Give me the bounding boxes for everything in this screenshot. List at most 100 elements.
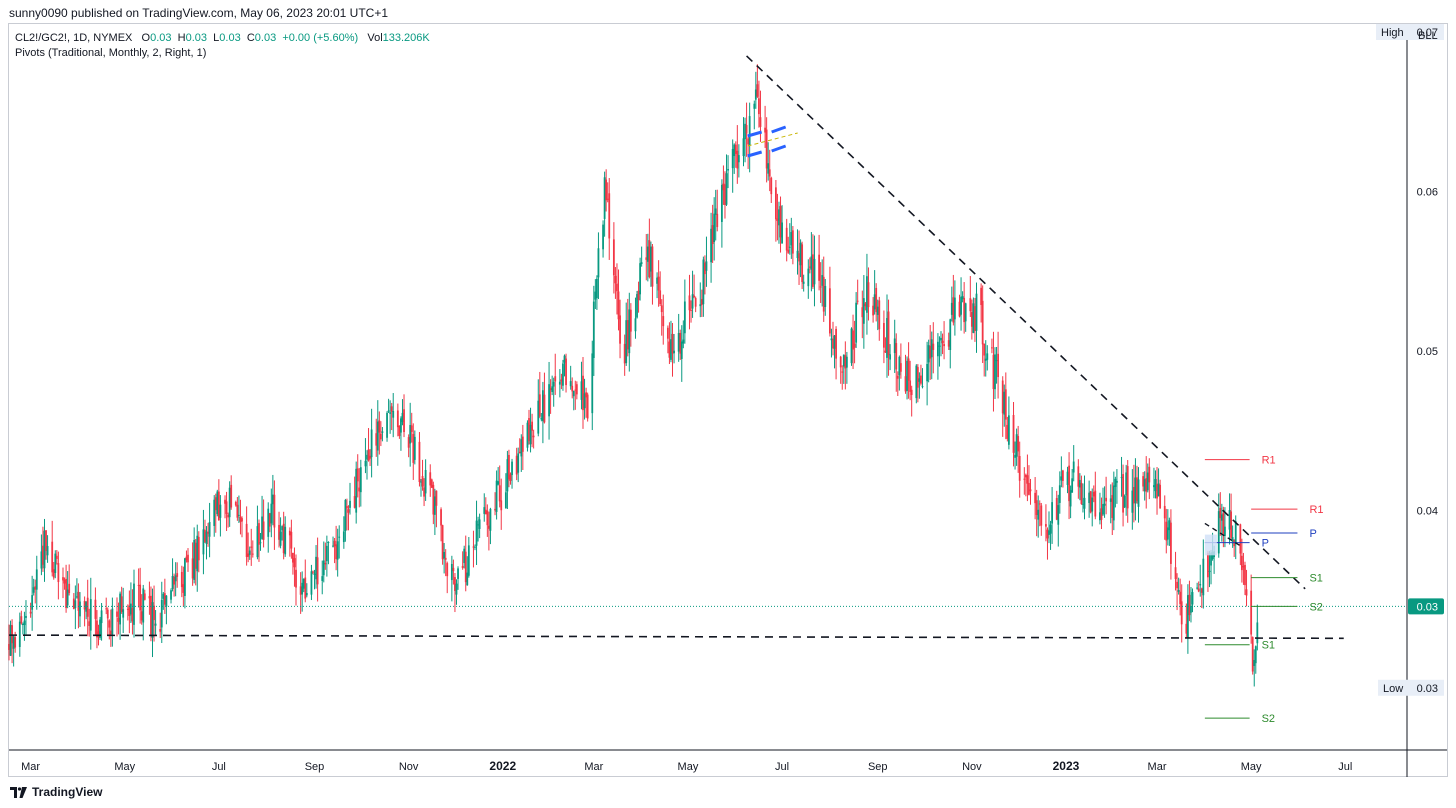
candle-body xyxy=(77,591,80,611)
candle-body xyxy=(1230,511,1232,538)
candle-body xyxy=(844,355,847,369)
candle-body xyxy=(700,299,703,305)
candle-body xyxy=(489,508,492,531)
candle-body xyxy=(390,406,393,412)
candle-body xyxy=(886,318,888,358)
indicator-legend[interactable]: Pivots (Traditional, Monthly, 2, Right, … xyxy=(15,47,207,59)
candle-body xyxy=(562,363,564,386)
tradingview-logo-icon xyxy=(10,786,27,798)
candle-body xyxy=(785,227,788,251)
symbol-label[interactable]: CL2!/GC2!, 1D, NYMEX xyxy=(15,32,133,44)
channel-marker xyxy=(771,144,787,153)
candle-body xyxy=(640,262,643,264)
candle-body xyxy=(1023,478,1026,480)
candle-body xyxy=(79,601,81,617)
candle-body xyxy=(176,573,179,577)
candle-body xyxy=(799,242,802,266)
candle-body xyxy=(1035,500,1038,516)
candle-body xyxy=(722,183,725,191)
candle-body xyxy=(1024,474,1027,478)
candle-body xyxy=(650,246,652,272)
candle-body xyxy=(938,345,941,347)
candle-body xyxy=(54,553,57,573)
candle-body xyxy=(1219,507,1222,519)
candle-body xyxy=(992,354,995,390)
time-tick-label: Jul xyxy=(212,761,226,773)
candle-body xyxy=(714,208,717,215)
candle-body xyxy=(292,552,294,563)
candle-body xyxy=(943,344,945,347)
candle-body xyxy=(1058,485,1061,503)
currency-label[interactable]: BLL xyxy=(1418,30,1438,42)
close-label: C xyxy=(246,32,255,44)
mini-trendline xyxy=(1204,522,1241,547)
candle-body xyxy=(106,609,109,619)
candle-body xyxy=(1120,477,1123,479)
candles xyxy=(8,64,1259,687)
candle-body xyxy=(541,390,544,421)
candle-body xyxy=(1190,605,1192,613)
candle-body xyxy=(504,492,507,509)
candle-body xyxy=(376,421,379,451)
candle-body xyxy=(225,501,228,514)
candle-body xyxy=(765,129,768,169)
candle-body xyxy=(213,499,216,526)
candle-body xyxy=(602,224,604,250)
candle-body xyxy=(126,608,129,610)
candle-body xyxy=(639,263,642,295)
candle-body xyxy=(342,531,345,543)
candle-body xyxy=(1057,505,1060,525)
candle-body xyxy=(315,556,317,580)
candle-body xyxy=(753,103,756,109)
candle-body xyxy=(367,449,370,461)
candle-body xyxy=(214,497,217,511)
candle-body xyxy=(548,384,550,417)
candle-body xyxy=(1131,490,1134,513)
candle-body xyxy=(162,593,165,599)
time-tick-label: Mar xyxy=(584,761,603,773)
candle-body xyxy=(713,213,716,243)
candle-body xyxy=(165,595,168,607)
candle-body xyxy=(845,356,848,368)
candle-body xyxy=(111,608,114,635)
candle-body xyxy=(259,542,262,544)
candle-body xyxy=(529,424,532,445)
candle-body xyxy=(571,385,574,392)
candle-body xyxy=(889,354,891,360)
candle-body xyxy=(65,578,67,609)
candle-body xyxy=(605,179,608,201)
candle-body xyxy=(1143,479,1146,492)
candle-body xyxy=(745,125,748,134)
candle-body xyxy=(770,177,773,195)
candle-body xyxy=(185,556,188,561)
pivot-label: S1 xyxy=(1309,573,1322,585)
candle-body xyxy=(1122,474,1124,513)
candle-body xyxy=(850,328,853,364)
candle-body xyxy=(133,583,135,625)
candle-body xyxy=(219,504,222,518)
candle-body xyxy=(35,569,38,590)
candle-body xyxy=(906,360,908,391)
candle-body xyxy=(1200,588,1203,593)
candle-body xyxy=(430,479,433,488)
candle-body xyxy=(1015,434,1018,457)
candle-body xyxy=(781,222,783,244)
candle-body xyxy=(364,460,367,467)
candle-body xyxy=(1089,491,1092,513)
candle-body xyxy=(159,629,162,632)
candle-body xyxy=(288,530,291,536)
candle-body xyxy=(1157,483,1160,497)
candle-body xyxy=(520,439,523,457)
candle-body xyxy=(690,309,692,311)
low-badge xyxy=(1378,679,1444,696)
candle-body xyxy=(11,625,13,644)
candle-body xyxy=(560,379,563,382)
candle-body xyxy=(409,425,412,444)
candle-body xyxy=(347,509,350,513)
candle-body xyxy=(565,358,567,386)
candle-body xyxy=(474,546,476,548)
publish-header: sunny0090 published on TradingView.com, … xyxy=(9,6,389,20)
candle-body xyxy=(268,513,271,527)
candle-body xyxy=(1114,478,1117,487)
